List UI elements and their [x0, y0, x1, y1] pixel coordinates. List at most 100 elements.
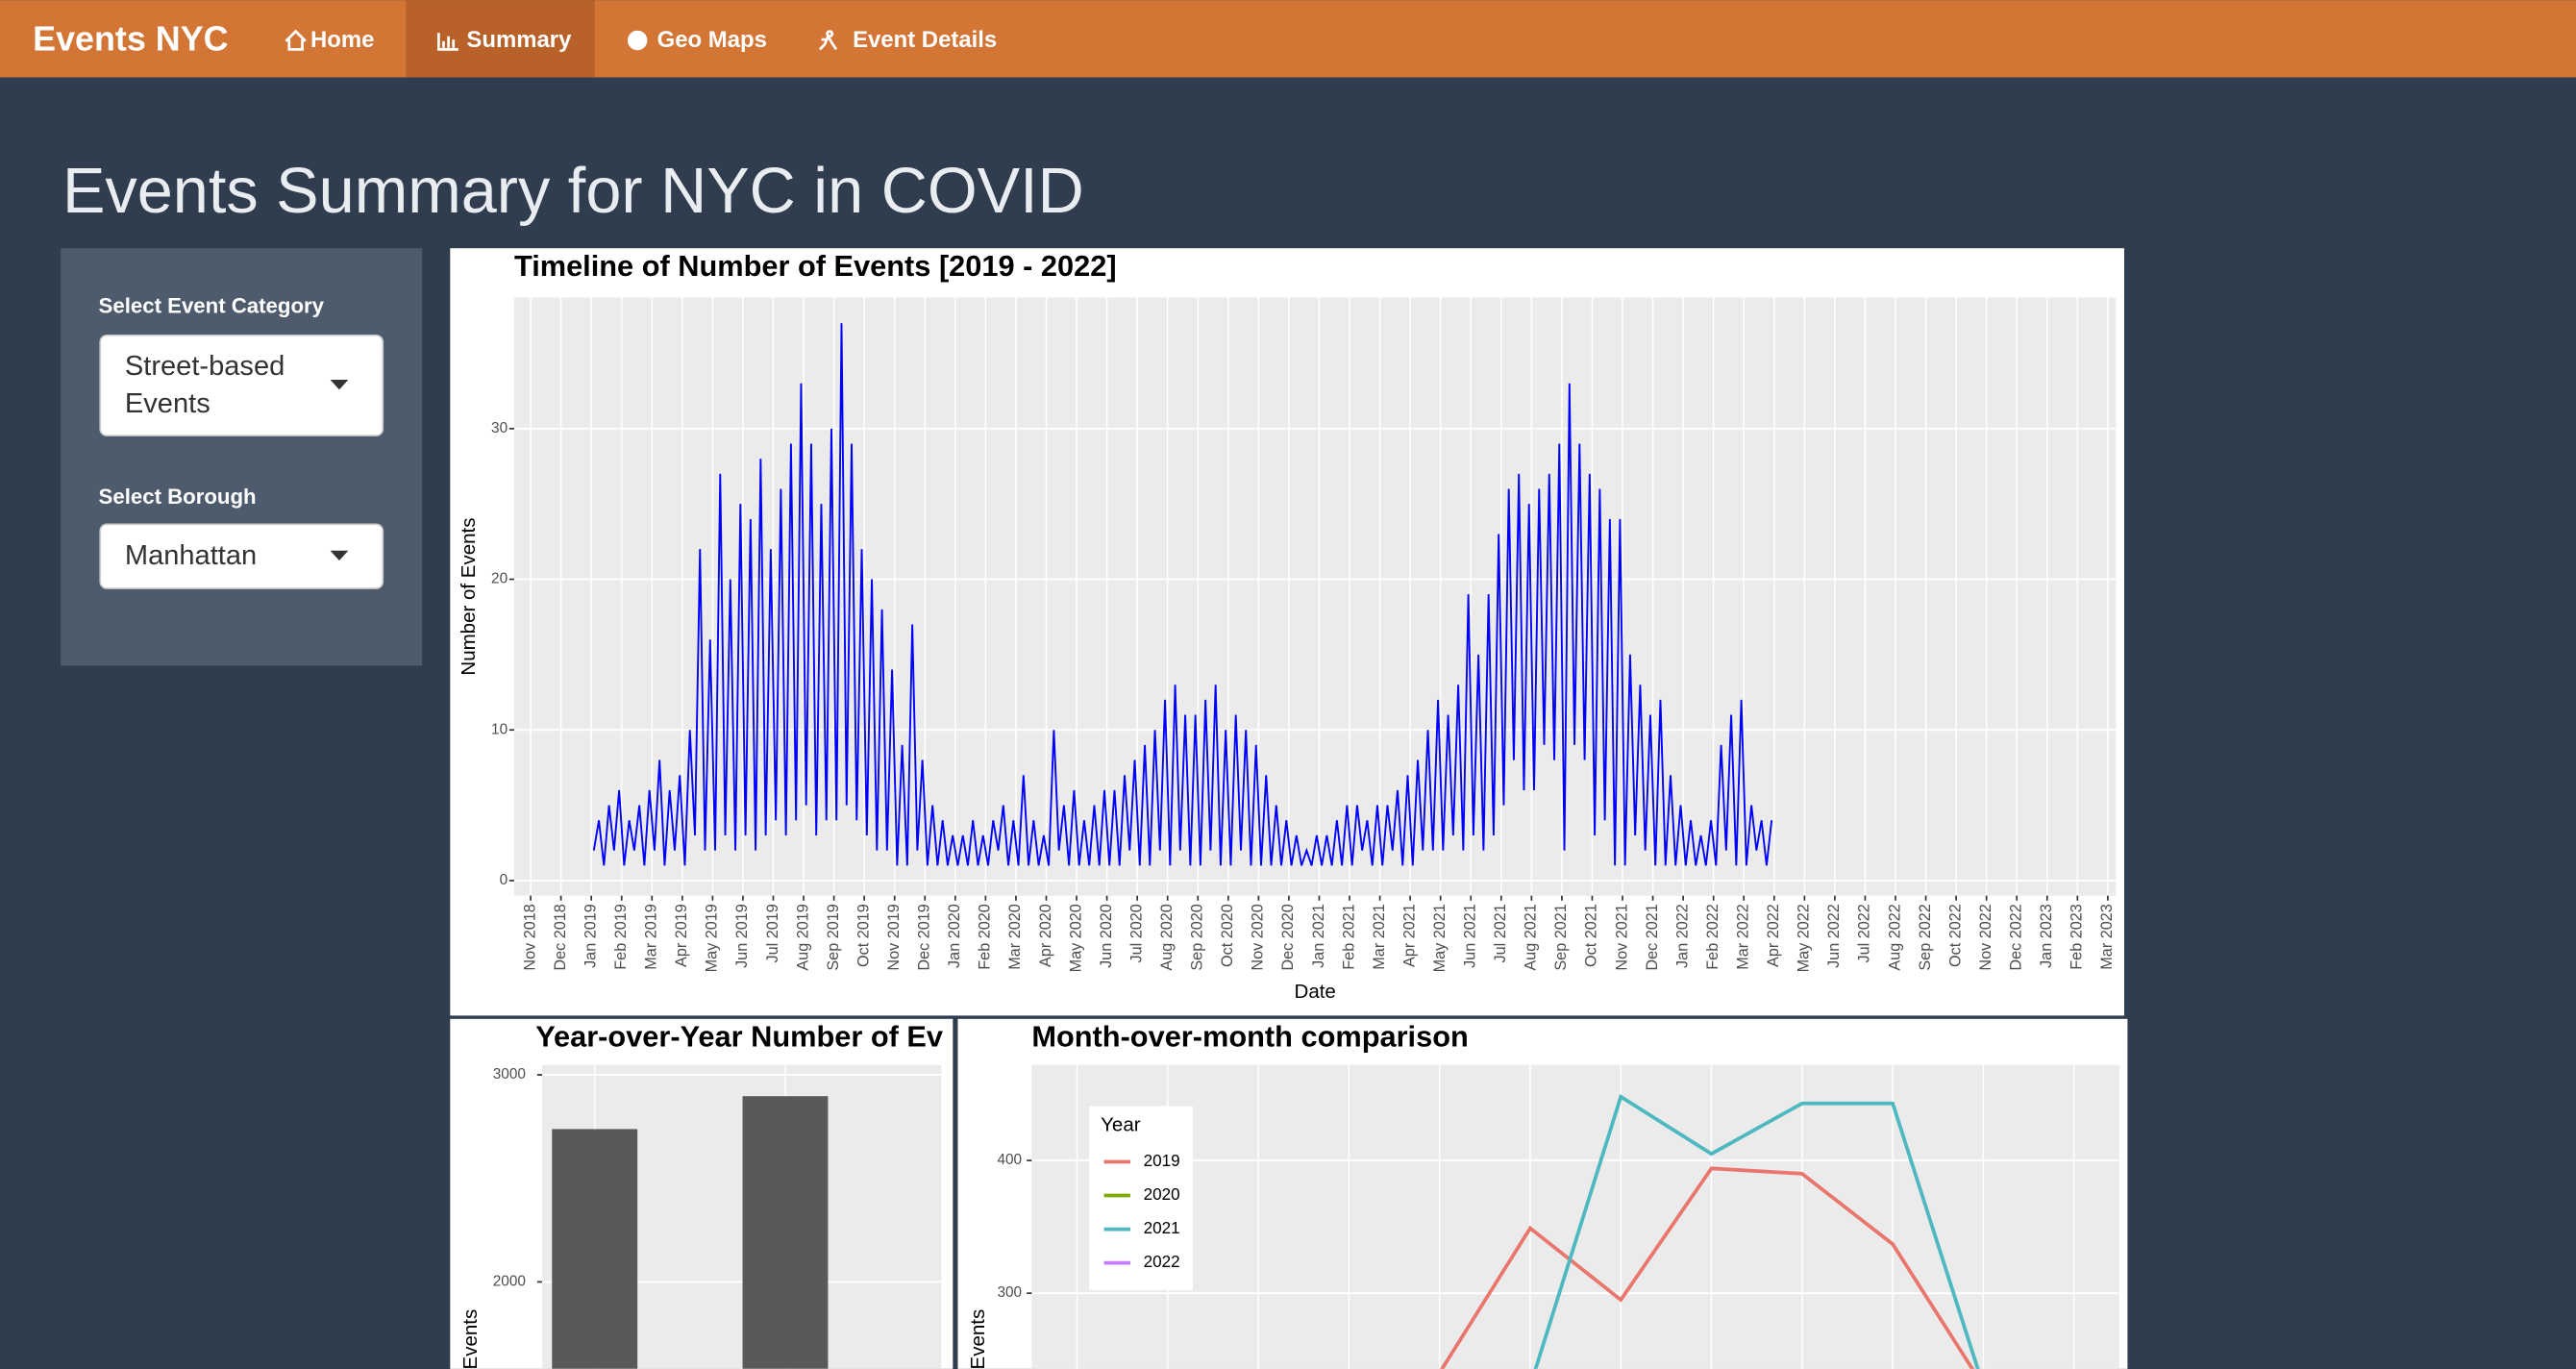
- nav-icon: [436, 33, 458, 51]
- x-tick-label: Nov 2022: [1977, 904, 1994, 970]
- x-tick-label: Jul 2021: [1492, 904, 1509, 962]
- x-tick-label: Jan 2022: [1673, 904, 1691, 968]
- y-axis-label: Number of Events: [458, 518, 480, 676]
- nav-item[interactable]: Event Details: [853, 27, 997, 53]
- legend-label: 2022: [1144, 1253, 1180, 1271]
- legend-title: Year: [1101, 1113, 1141, 1135]
- field-label: Select Borough: [99, 485, 257, 509]
- nav-icon: [627, 30, 648, 51]
- y-tick-label: 10: [491, 721, 508, 737]
- legend: [1089, 1106, 1193, 1290]
- y-axis-label: Events: [967, 1309, 989, 1369]
- x-tick-label: May 2022: [1796, 904, 1813, 972]
- x-tick-label: Sep 2019: [825, 904, 842, 970]
- x-tick-label: Feb 2019: [612, 904, 630, 970]
- navbar: [0, 0, 2576, 78]
- x-tick-label: Jun 2022: [1825, 904, 1843, 968]
- x-tick-label: Feb 2020: [977, 904, 994, 970]
- sidebar: [61, 248, 423, 666]
- x-tick-label: Mar 2023: [2098, 904, 2116, 970]
- select-text: Street-based Events: [124, 350, 285, 419]
- data-line: [1533, 1093, 1980, 1369]
- x-tick-label: Dec 2022: [2008, 904, 2025, 970]
- x-tick-label: Mar 2022: [1735, 904, 1752, 970]
- field-label: Select Event Category: [99, 294, 325, 318]
- x-tick-label: Jan 2021: [1310, 904, 1327, 968]
- caret: [330, 379, 349, 390]
- y-tick-label: 30: [491, 420, 508, 436]
- bar: [552, 1129, 638, 1369]
- bar: [742, 1096, 829, 1369]
- x-tick-label: Dec 2021: [1644, 904, 1661, 970]
- y-tick-label: 2000: [493, 1273, 526, 1289]
- x-tick-label: Jun 2021: [1462, 904, 1479, 968]
- x-tick-label: Aug 2021: [1523, 904, 1540, 970]
- divider: [954, 1018, 958, 1369]
- select-value: Street-based Events: [124, 350, 285, 419]
- x-tick-label: Aug 2020: [1158, 904, 1176, 970]
- x-tick-label: Sep 2022: [1917, 904, 1934, 970]
- nav-item[interactable]: Summary: [466, 27, 572, 53]
- x-tick-label: Sep 2020: [1189, 904, 1206, 970]
- x-tick-label: Dec 2018: [552, 904, 569, 970]
- x-tick-label: Jan 2019: [582, 904, 599, 968]
- x-tick-label: Jun 2020: [1098, 904, 1115, 968]
- x-tick-label: Dec 2020: [1279, 904, 1297, 970]
- x-tick-label: May 2019: [704, 904, 721, 972]
- x-tick-label: Jul 2020: [1127, 904, 1145, 962]
- nav-item[interactable]: Home: [310, 27, 374, 53]
- series-group: [1440, 1093, 1980, 1369]
- y-tick-label: 0: [500, 872, 508, 888]
- x-tick-label: Feb 2023: [2068, 904, 2086, 970]
- x-tick-label: Aug 2022: [1886, 904, 1903, 970]
- x-tick-label: Mar 2021: [1371, 904, 1388, 970]
- x-tick-label: Nov 2021: [1613, 904, 1630, 970]
- x-tick-label: Nov 2020: [1250, 904, 1267, 970]
- x-tick-label: May 2020: [1067, 904, 1084, 972]
- nav-item[interactable]: Geo Maps: [657, 27, 767, 53]
- data-line: [1440, 1166, 1975, 1369]
- x-tick-label: Jul 2022: [1856, 904, 1873, 962]
- x-tick-label: Feb 2021: [1340, 904, 1357, 970]
- x-tick-label: Jan 2020: [946, 904, 963, 968]
- timeline-chart: Timeline of Number of Events [2019 - 202…: [458, 249, 2117, 1003]
- x-tick-label: May 2021: [1431, 904, 1449, 972]
- y-axis-label: Events: [459, 1309, 482, 1369]
- category-select[interactable]: [99, 334, 384, 436]
- x-tick-label: Oct 2021: [1583, 904, 1600, 967]
- x-axis-label: Date: [1295, 981, 1336, 1003]
- x-tick-label: Mar 2020: [1006, 904, 1024, 970]
- x-tick-label: Aug 2019: [794, 904, 811, 970]
- page-title: Events Summary for NYC in COVID: [62, 156, 1084, 227]
- y-tick-label: 20: [491, 571, 508, 587]
- bar-chart: Year-over-Year Number of Ev Events 2000 300…: [459, 1019, 943, 1369]
- x-tick-label: Jul 2019: [764, 904, 781, 962]
- brand[interactable]: Events NYC: [33, 19, 228, 58]
- x-tick-label: Feb 2022: [1704, 904, 1721, 970]
- x-tick-label: Dec 2019: [916, 904, 933, 970]
- legend-label: 2021: [1144, 1219, 1180, 1237]
- chart-title: Timeline of Number of Events [2019 - 202…: [514, 249, 1117, 283]
- nav-icon: [818, 30, 838, 51]
- data-line: [592, 323, 1773, 866]
- legend-label: 2019: [1144, 1152, 1180, 1170]
- x-tick-label: Mar 2019: [643, 904, 660, 970]
- chart-title: Month-over-month comparison: [1031, 1019, 1468, 1053]
- mom-chart: Month-over-month comparison Events 300 400 Y…: [967, 1019, 2119, 1369]
- chart-title: Year-over-Year Number of Ev: [535, 1019, 943, 1053]
- x-tick-label: Sep 2021: [1552, 904, 1570, 970]
- x-tick-label: Nov 2019: [885, 904, 903, 970]
- x-tick-label: Jan 2023: [2038, 904, 2055, 968]
- legend-label: 2020: [1144, 1185, 1180, 1204]
- caret: [330, 550, 349, 560]
- borough-select[interactable]: [99, 523, 384, 589]
- plot-area: [1031, 1064, 2119, 1369]
- x-tick-label: Apr 2022: [1765, 904, 1782, 967]
- x-tick-label: Oct 2019: [855, 904, 872, 967]
- x-tick-label: Oct 2022: [1946, 904, 1964, 967]
- x-tick-label: Apr 2021: [1400, 904, 1418, 967]
- y-tick-label: 3000: [493, 1066, 526, 1083]
- nav-active: [406, 0, 595, 78]
- nav-icon: [285, 29, 307, 51]
